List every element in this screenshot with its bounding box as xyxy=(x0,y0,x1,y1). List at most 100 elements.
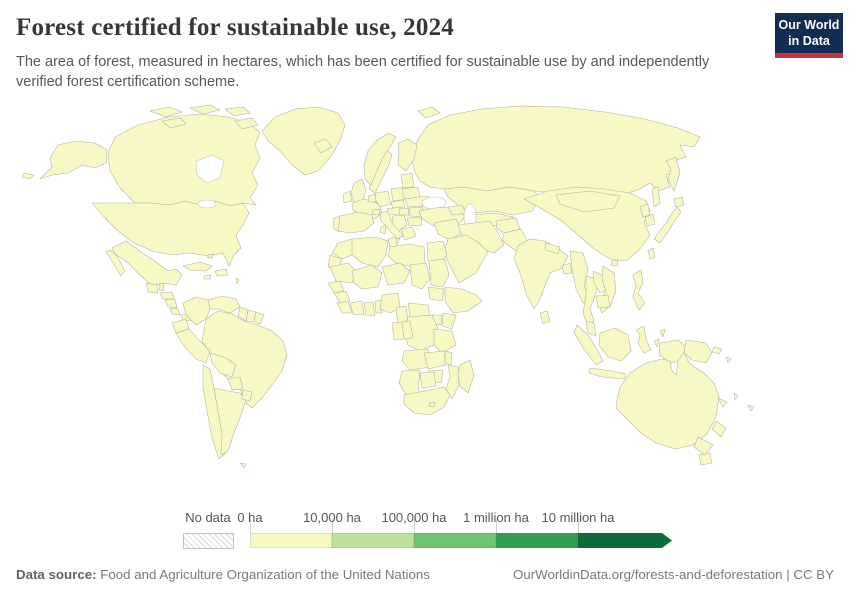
country-ivory-coast[interactable] xyxy=(349,300,365,316)
country-senegal[interactable] xyxy=(327,280,345,294)
country-angola[interactable] xyxy=(401,348,431,371)
country-venezuela[interactable] xyxy=(207,295,241,314)
country-namibia[interactable] xyxy=(398,369,421,396)
country-mali[interactable] xyxy=(351,264,383,290)
country-argentina[interactable] xyxy=(213,387,247,456)
country-malawi[interactable] xyxy=(444,350,453,366)
country-lesser-antilles[interactable] xyxy=(235,277,240,285)
country-colombia[interactable] xyxy=(182,296,211,326)
country-greece[interactable] xyxy=(400,226,417,241)
country-central-african-republic[interactable] xyxy=(407,302,431,318)
country-niger[interactable] xyxy=(381,262,411,286)
country-tunisia[interactable] xyxy=(387,236,398,248)
country-china[interactable] xyxy=(523,186,651,262)
country-zambia[interactable] xyxy=(423,350,447,370)
country-french-guiana[interactable] xyxy=(253,311,265,325)
country-mozambique[interactable] xyxy=(445,364,460,400)
country-congo[interactable] xyxy=(401,320,414,340)
country-baltics[interactable] xyxy=(400,172,415,189)
country-uruguay[interactable] xyxy=(241,389,253,402)
country-chile[interactable] xyxy=(202,364,227,460)
country-canada[interactable] xyxy=(107,113,261,207)
country-honduras[interactable] xyxy=(159,291,175,300)
country-new-zealand-north[interactable] xyxy=(711,420,727,438)
country-cameroon[interactable] xyxy=(395,305,409,324)
legend-bin-swatch-1[interactable] xyxy=(332,533,414,548)
country-costa-rica[interactable] xyxy=(169,307,181,316)
country-bahamas[interactable] xyxy=(207,253,214,259)
country-hungary[interactable] xyxy=(398,207,410,216)
country-sri-lanka[interactable] xyxy=(539,310,551,325)
country-indonesia-java[interactable] xyxy=(588,367,627,380)
country-svalbard[interactable] xyxy=(417,106,441,119)
country-benelux[interactable] xyxy=(367,193,377,203)
country-switzerland[interactable] xyxy=(371,208,381,216)
country-madagascar[interactable] xyxy=(457,359,475,394)
country-indonesia-moluccas[interactable] xyxy=(653,338,660,348)
country-philippines[interactable] xyxy=(632,269,646,311)
country-guatemala[interactable] xyxy=(145,282,159,294)
country-belize[interactable] xyxy=(158,282,165,292)
country-chad[interactable] xyxy=(409,262,431,290)
country-bolivia[interactable] xyxy=(209,352,237,378)
country-botswana[interactable] xyxy=(419,371,437,389)
country-new-caledonia[interactable] xyxy=(717,397,728,408)
country-papua-new-guinea[interactable] xyxy=(683,339,713,364)
country-balkans[interactable] xyxy=(391,214,408,232)
country-finland[interactable] xyxy=(397,138,418,172)
country-canada-island[interactable] xyxy=(161,117,187,129)
country-hispaniola[interactable] xyxy=(214,268,229,277)
country-kenya[interactable] xyxy=(441,312,457,330)
country-paraguay[interactable] xyxy=(227,376,244,391)
country-italy-sardinia[interactable] xyxy=(379,224,387,235)
country-indonesia-borneo[interactable] xyxy=(598,327,632,362)
country-canada-island[interactable] xyxy=(149,106,183,118)
country-vanuatu[interactable] xyxy=(733,392,739,401)
country-iceland[interactable] xyxy=(313,138,333,154)
country-sierra-leone-liberia[interactable] xyxy=(336,300,353,314)
country-bangladesh[interactable] xyxy=(561,262,573,275)
country-germany[interactable] xyxy=(374,190,392,208)
country-cambodia[interactable] xyxy=(595,294,611,309)
country-malaysia[interactable] xyxy=(585,320,597,337)
country-japan[interactable] xyxy=(653,206,682,244)
country-spain[interactable] xyxy=(337,211,375,234)
country-austria[interactable] xyxy=(386,206,402,216)
country-indonesia-sulawesi[interactable] xyxy=(635,325,652,354)
country-nepal[interactable] xyxy=(544,242,561,255)
country-ethiopia-somalia[interactable] xyxy=(444,286,483,314)
country-tanzania[interactable] xyxy=(433,328,457,354)
legend-no-data-swatch[interactable] xyxy=(183,533,234,549)
country-south-sudan[interactable] xyxy=(427,286,445,302)
country-ireland[interactable] xyxy=(342,190,353,204)
country-guinea[interactable] xyxy=(333,290,351,304)
country-jamaica[interactable] xyxy=(203,274,212,280)
country-bulgaria[interactable] xyxy=(406,216,423,227)
country-sudan[interactable] xyxy=(428,258,450,288)
country-usa-aleutians[interactable] xyxy=(21,172,35,180)
country-south-korea[interactable] xyxy=(644,213,656,227)
country-fiji[interactable] xyxy=(747,404,755,412)
country-algeria[interactable] xyxy=(351,236,389,268)
country-new-britain[interactable] xyxy=(711,346,723,355)
country-mongolia[interactable] xyxy=(555,190,621,213)
country-mexico-baja[interactable] xyxy=(105,249,126,277)
country-canada-island[interactable] xyxy=(224,106,251,117)
country-japan-hokkaido[interactable] xyxy=(673,196,685,208)
country-australia[interactable] xyxy=(615,351,720,450)
country-togo-benin[interactable] xyxy=(374,299,383,314)
country-peru[interactable] xyxy=(175,328,211,364)
country-norway[interactable] xyxy=(363,132,397,186)
country-usa[interactable] xyxy=(91,200,250,267)
legend-bin-swatch-0[interactable] xyxy=(250,533,332,548)
country-iraq-syria[interactable] xyxy=(433,218,463,241)
country-ghana[interactable] xyxy=(363,301,376,317)
country-india[interactable] xyxy=(513,238,569,310)
country-taiwan[interactable] xyxy=(647,247,656,260)
owid-link[interactable]: OurWorldinData.org/forests-and-deforesta… xyxy=(513,567,834,582)
country-nigeria[interactable] xyxy=(379,292,401,314)
owid-logo[interactable]: Our World in Data xyxy=(775,13,843,59)
country-canada-island[interactable] xyxy=(234,117,259,130)
country-russia-kamchatka[interactable] xyxy=(665,156,681,192)
country-solomon-islands[interactable] xyxy=(725,356,732,364)
